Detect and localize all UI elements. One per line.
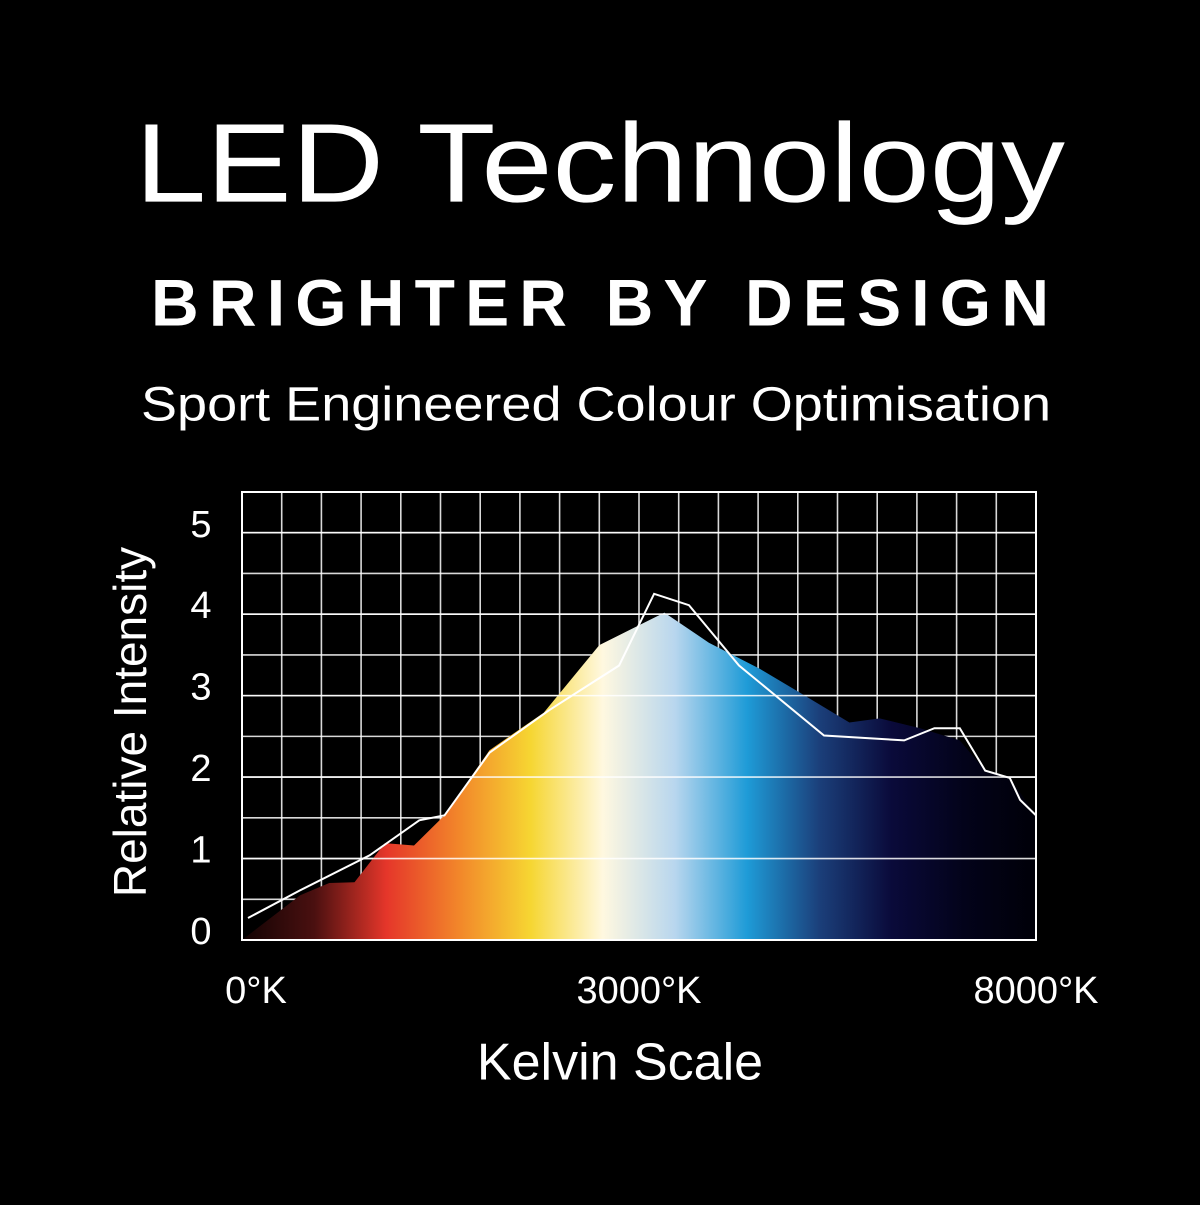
chart-title: LED Technology [135, 101, 1065, 226]
x-tick-label: 0°K [225, 970, 287, 1012]
y-tick-label: 2 [190, 748, 211, 790]
y-tick-label: 1 [190, 830, 211, 872]
y-tick-label: 3 [190, 667, 211, 709]
x-tick-label: 3000°K [576, 970, 701, 1012]
x-tick-label: 8000°K [973, 970, 1098, 1012]
tagline: Sport Engineered Colour Optimisation [141, 379, 1051, 432]
y-tick-label: 4 [190, 585, 211, 627]
y-axis-label: Relative Intensity [104, 547, 156, 897]
intensity-line [247, 592, 1037, 919]
y-tick-label: 5 [190, 504, 211, 546]
y-tick-label: 0 [190, 911, 211, 953]
plot-frame [241, 491, 1037, 941]
x-axis-label: Kelvin Scale [477, 1034, 763, 1092]
